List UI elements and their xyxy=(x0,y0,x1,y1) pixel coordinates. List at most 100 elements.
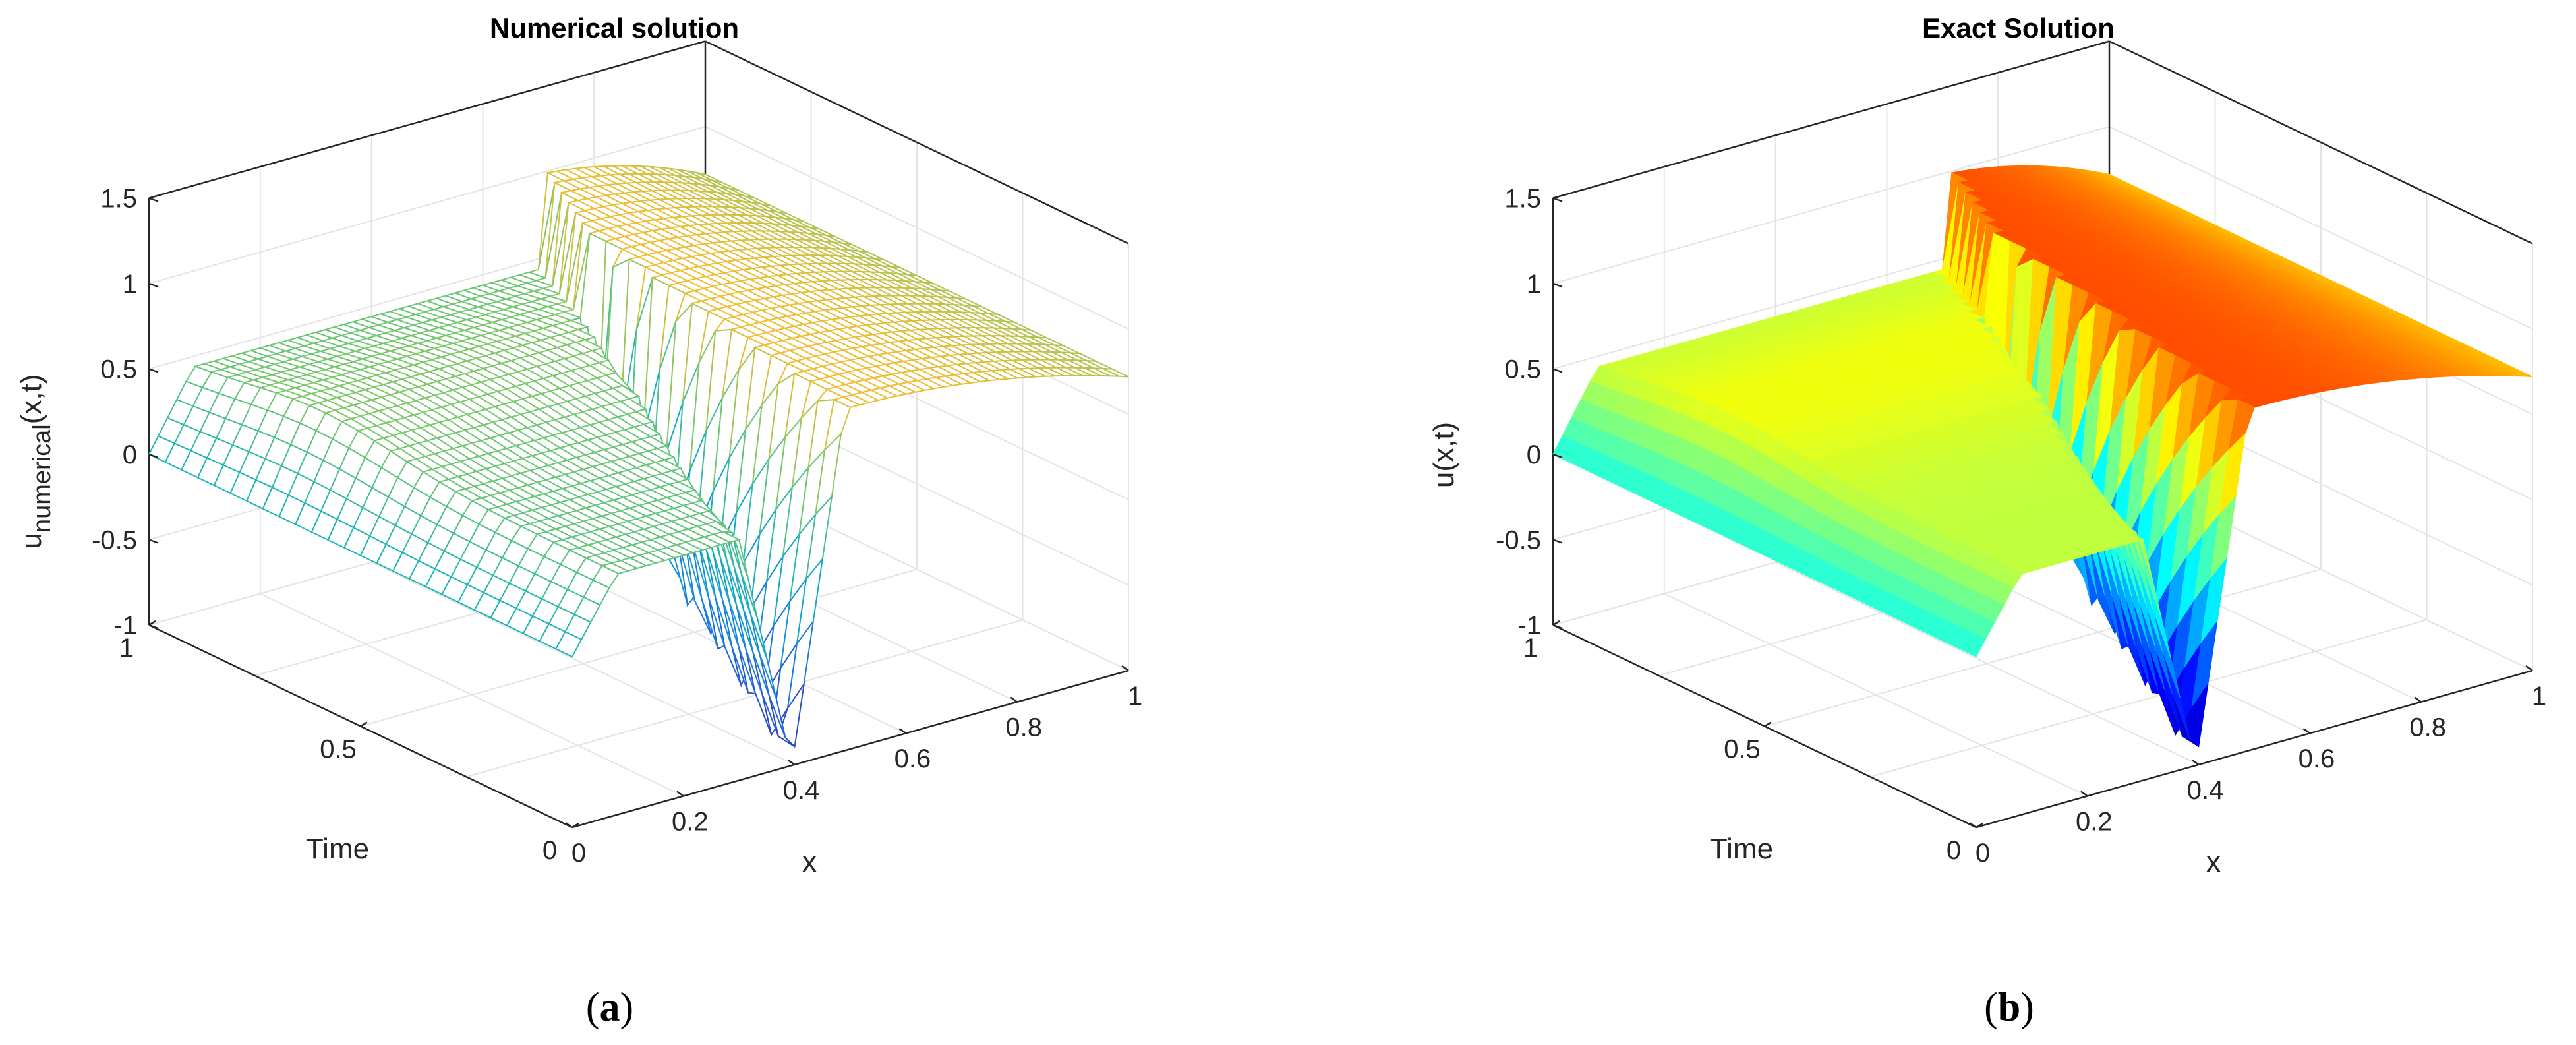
x-tick-mark xyxy=(2302,728,2311,734)
grid-line xyxy=(1552,126,2110,284)
z-tick-label: 0.5 xyxy=(100,355,137,384)
x-tick-mark xyxy=(1010,696,1018,703)
surface-mesh xyxy=(148,165,1129,748)
z-tick-label: -0.5 xyxy=(92,526,137,555)
y-tick-mark xyxy=(148,620,156,626)
x-tick-label: 0.6 xyxy=(2298,744,2335,773)
panel-exact: Exact Solution -1-0.500.511.5 00.20.40.6… xyxy=(1428,13,2546,1030)
x-tick-label: 0.8 xyxy=(2409,713,2446,742)
y-tick-mark xyxy=(1976,822,1983,829)
x-tick-labels: 0 0.2 0.4 0.6 0.8 1 xyxy=(1969,665,2546,868)
z-tick-mark xyxy=(148,368,159,373)
grid-line xyxy=(2109,126,2533,330)
x-tick-mark xyxy=(2191,759,2200,765)
y-tick-label: 0.5 xyxy=(320,735,357,764)
z-tick-mark xyxy=(1552,197,1563,202)
z-tick-label: 1.5 xyxy=(1504,185,1541,214)
y-axis-label: Time xyxy=(306,833,369,865)
z-label-tail: (x,t) xyxy=(15,374,47,425)
box-edge xyxy=(705,40,1129,245)
x-tick-mark xyxy=(1969,821,1977,829)
surface-shaded xyxy=(1552,165,2533,748)
z-label-sub: numerical xyxy=(28,424,56,533)
x-tick-label: 0.2 xyxy=(672,807,709,836)
x-tick-label: 0.4 xyxy=(783,776,820,805)
x-tick-mark xyxy=(676,791,684,797)
x-tick-label: 0 xyxy=(1976,839,1990,868)
x-axis-line xyxy=(571,669,1129,829)
x-tick-mark xyxy=(2414,696,2422,703)
z-tick-mark xyxy=(148,282,159,288)
subfigure-letter: a xyxy=(600,985,620,1030)
y-tick-mark xyxy=(360,721,368,727)
y-tick-label: 0 xyxy=(542,836,557,865)
z-tick-label: 0 xyxy=(1527,440,1541,469)
y-tick-label: 0.5 xyxy=(1724,735,1761,764)
grid-line xyxy=(360,568,918,727)
z-tick-mark xyxy=(1552,453,1563,459)
box-edge xyxy=(2109,40,2533,245)
subfigure-letter: b xyxy=(1998,985,2020,1030)
grid-line xyxy=(466,619,1023,778)
x-tick-mark xyxy=(2525,665,2533,672)
subfigure-label: (b) xyxy=(1984,985,2034,1030)
x-tick-label: 0 xyxy=(571,839,586,868)
z-tick-label: 1 xyxy=(1527,270,1541,299)
z-tick-label: 1 xyxy=(123,270,137,299)
y-axis-label: Time xyxy=(1710,833,1773,865)
z-tick-label: 0.5 xyxy=(1504,355,1541,384)
z-tick-label: -1 xyxy=(1517,611,1541,640)
z-tick-mark xyxy=(148,453,159,459)
subfigure-label: (a) xyxy=(586,985,633,1030)
y-tick-labels: 00.51 xyxy=(119,620,579,865)
z-tick-mark xyxy=(148,197,159,202)
z-tick-mark xyxy=(1552,282,1563,288)
z-tick-label: -1 xyxy=(113,611,137,640)
x-tick-label: 0.2 xyxy=(2076,807,2113,836)
x-tick-label: 1 xyxy=(2532,682,2546,711)
z-tick-mark xyxy=(148,624,159,630)
y-tick-label: 0 xyxy=(1947,836,1961,865)
y-tick-mark xyxy=(1552,620,1560,626)
panel-numerical: Numerical solution -1-0.500.511.5 00.20.… xyxy=(15,13,1142,1030)
z-tick-mark xyxy=(1552,539,1563,544)
x-tick-label: 0.6 xyxy=(894,744,931,773)
surface-patch xyxy=(1959,631,1986,657)
x-axis-line xyxy=(1976,669,2533,829)
x-axis-label: x xyxy=(802,846,817,878)
grid-line xyxy=(1764,568,2322,727)
z-axis-label: unumerical(x,t) xyxy=(15,374,56,549)
y-tick-mark xyxy=(1764,721,1772,727)
z-tick-label: 0 xyxy=(123,440,137,469)
x-tick-mark xyxy=(2080,791,2088,797)
y-tick-label: 1 xyxy=(119,634,134,663)
z-label-main: u xyxy=(15,533,47,549)
grid-line xyxy=(148,126,706,284)
chart-title: Numerical solution xyxy=(490,13,739,44)
grid-line xyxy=(1870,619,2427,778)
y-tick-label: 1 xyxy=(1523,634,1538,663)
x-axis-label: x xyxy=(2206,846,2221,878)
x-tick-label: 1 xyxy=(1128,682,1142,711)
z-tick-label: 1.5 xyxy=(100,185,137,214)
x-tick-mark xyxy=(1121,665,1129,672)
x-tick-labels: 0 0.2 0.4 0.6 0.8 1 xyxy=(565,665,1142,868)
z-tick-mark xyxy=(1552,624,1563,630)
surface-patch xyxy=(554,630,583,658)
grid-line xyxy=(705,126,1129,330)
y-tick-mark xyxy=(571,822,579,829)
x-tick-mark xyxy=(565,821,573,829)
y-tick-labels: 00.51 xyxy=(1523,620,1983,865)
box-edge xyxy=(148,40,706,199)
z-tick-label: -0.5 xyxy=(1496,526,1541,555)
x-tick-mark xyxy=(787,759,796,765)
box-edge xyxy=(1552,40,2110,199)
z-tick-mark xyxy=(1552,368,1563,373)
x-tick-mark xyxy=(898,728,907,734)
chart-title: Exact Solution xyxy=(1922,13,2115,44)
z-axis-label: u(x,t) xyxy=(1428,422,1460,488)
x-tick-label: 0.8 xyxy=(1005,713,1042,742)
z-tick-labels: -1 -0.5 0 0.5 1 1.5 xyxy=(92,185,159,640)
z-tick-mark xyxy=(148,539,159,544)
